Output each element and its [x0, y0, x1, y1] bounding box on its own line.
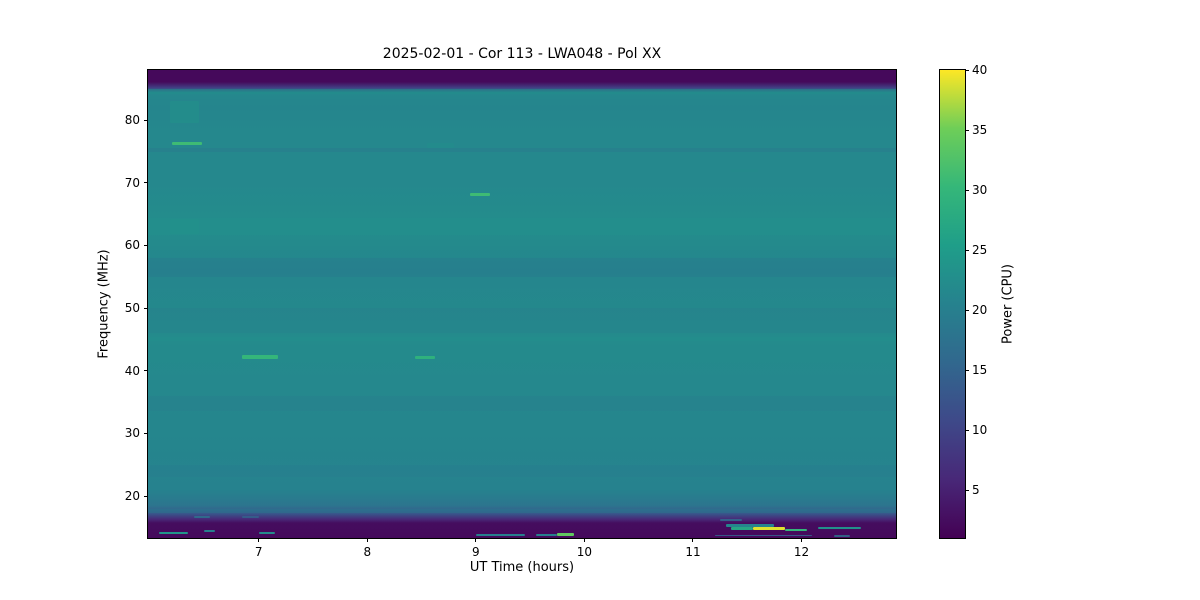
plot-area	[147, 69, 897, 539]
y-tick-label: 30	[124, 426, 140, 441]
x-tick-mark	[258, 538, 260, 542]
rfi-feature	[752, 526, 786, 531]
rfi-feature	[535, 533, 558, 536]
rfi-feature	[475, 533, 525, 536]
rfi-feature	[169, 218, 199, 235]
rfi-feature	[204, 530, 216, 533]
y-tick-label: 70	[124, 175, 140, 190]
y-tick-label: 80	[124, 113, 140, 128]
rfi-feature	[158, 531, 189, 535]
rfi-feature	[242, 355, 279, 359]
colorbar-tick-label: 15	[972, 363, 988, 377]
colorbar-label: Power (CPU)	[1000, 263, 1016, 345]
x-tick-mark	[475, 538, 477, 542]
plot-title: 2025-02-01 - Cor 113 - LWA048 - Pol XX	[382, 46, 662, 62]
rfi-feature	[785, 528, 807, 532]
colorbar-tick-label: 40	[972, 63, 988, 77]
rfi-feature	[470, 193, 490, 197]
rfi-feature	[557, 532, 574, 536]
x-tick-label: 11	[685, 545, 701, 559]
x-tick-mark	[801, 538, 803, 542]
x-tick-mark	[583, 538, 585, 542]
rfi-feature	[834, 535, 851, 538]
rfi-feature	[730, 527, 753, 530]
rfi-band	[148, 147, 896, 153]
colorbar-tick-mark	[965, 489, 969, 491]
colorbar-tick-mark	[965, 69, 969, 71]
x-tick-label: 9	[472, 545, 480, 559]
rfi-feature	[169, 100, 199, 124]
y-tick-mark	[144, 119, 148, 121]
x-tick-label: 10	[576, 545, 593, 559]
rfi-feature	[427, 142, 455, 148]
x-tick-mark	[366, 538, 368, 542]
colorbar-tick-mark	[965, 429, 969, 431]
x-tick-label: 12	[793, 545, 810, 559]
rfi-feature	[720, 518, 742, 521]
colorbar-tick-mark	[965, 189, 969, 191]
x-axis-label: UT Time (hours)	[469, 560, 575, 575]
rfi-feature	[725, 524, 775, 527]
colorbar	[939, 69, 966, 539]
colorbar-tick-label: 25	[972, 243, 988, 257]
rfi-band	[148, 308, 896, 334]
colorbar-tick-mark	[965, 369, 969, 371]
rfi-band	[148, 218, 896, 236]
rfi-band	[148, 464, 896, 478]
rfi-feature	[817, 526, 862, 530]
y-tick-mark	[144, 244, 148, 246]
rfi-band	[148, 395, 896, 412]
rfi-band	[148, 88, 896, 94]
rfi-feature	[415, 356, 435, 359]
colorbar-tick-label: 35	[972, 123, 988, 137]
rfi-band	[148, 336, 896, 341]
x-tick-label: 7	[254, 545, 263, 559]
y-tick-label: 20	[124, 489, 140, 504]
colorbar-tick-label: 5	[972, 483, 980, 497]
x-tick-mark	[692, 538, 694, 542]
rfi-feature	[714, 534, 813, 537]
rfi-feature	[171, 141, 203, 145]
x-tick-label: 8	[363, 545, 372, 559]
y-tick-mark	[144, 182, 148, 184]
colorbar-tick-mark	[965, 249, 969, 251]
y-tick-label: 40	[124, 363, 140, 378]
rfi-band	[148, 509, 896, 513]
y-tick-mark	[144, 432, 148, 434]
rfi-band	[148, 257, 896, 277]
rfi-feature	[730, 168, 759, 172]
rfi-feature	[242, 515, 259, 518]
colorbar-tick-mark	[965, 129, 969, 131]
y-tick-mark	[144, 307, 148, 309]
colorbar-tick-label: 20	[972, 303, 988, 317]
y-tick-mark	[144, 370, 148, 372]
colorbar-tick-label: 10	[972, 423, 988, 437]
y-tick-label: 60	[124, 238, 140, 253]
y-tick-label: 50	[124, 301, 140, 316]
colorbar-tick-label: 30	[972, 183, 988, 197]
rfi-feature	[193, 515, 210, 518]
colorbar-tick-mark	[965, 309, 969, 311]
rfi-feature	[258, 531, 275, 535]
y-tick-mark	[144, 495, 148, 497]
